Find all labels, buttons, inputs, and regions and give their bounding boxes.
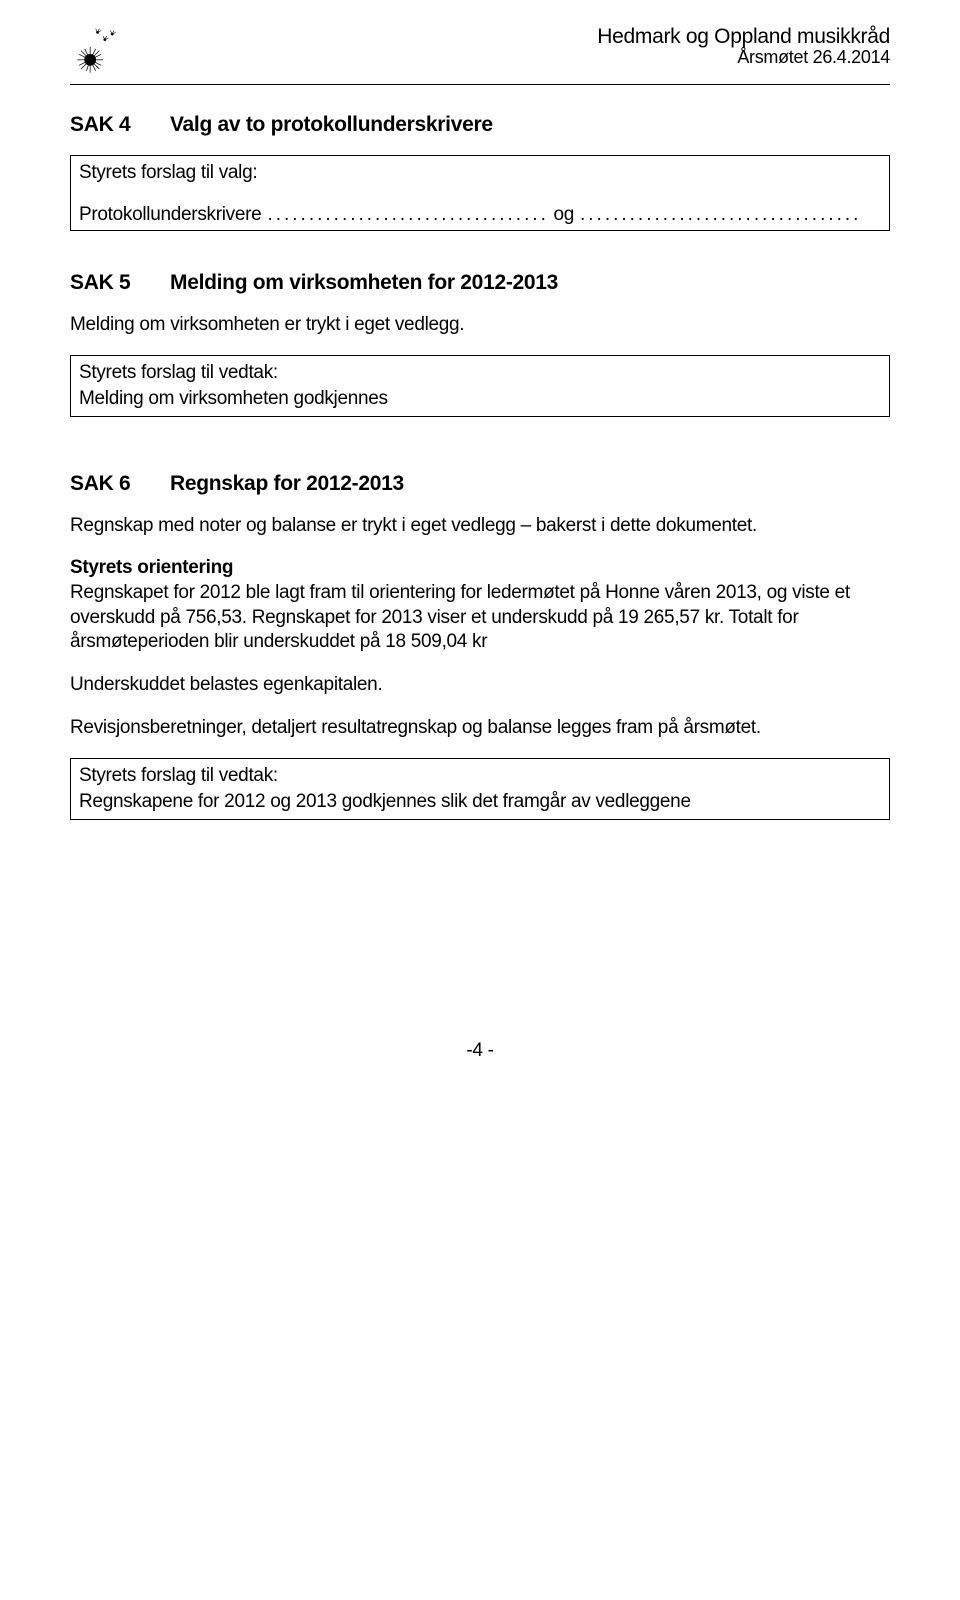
sak6-p4: Revisjonsberetninger, detaljert resultat…: [70, 716, 890, 741]
sak5-title: SAK 5Melding om virksomheten for 2012-20…: [70, 271, 890, 295]
sak6-vedtak-label: Styrets forslag til vedtak:: [79, 763, 881, 789]
page-header: Hedmark og Oppland musikkråd Årsmøtet 26…: [70, 25, 890, 85]
dotted-blank-1: ........................................…: [267, 204, 547, 226]
header-text: Hedmark og Oppland musikkråd Årsmøtet 26…: [135, 25, 890, 68]
sak5-section: SAK 5Melding om virksomheten for 2012-20…: [70, 271, 890, 417]
sak4-signers-row: Protokollunderskrivere .................…: [79, 204, 881, 226]
sak6-vedtak-text: Regnskapene for 2012 og 2013 godkjennes …: [79, 789, 881, 815]
sak6-p3: Underskuddet belastes egenkapitalen.: [70, 673, 890, 698]
sak4-box: Styrets forslag til valg: Protokollunder…: [70, 155, 890, 231]
sak4-title: SAK 4Valg av to protokollunderskrivere: [70, 113, 890, 137]
sak6-p2: Regnskapet for 2012 ble lagt fram til or…: [70, 581, 890, 655]
logo-icon: [70, 25, 125, 80]
sak5-number: SAK 5: [70, 271, 170, 295]
header-org-name: Hedmark og Oppland musikkråd: [135, 25, 890, 49]
sak5-vedtak-label: Styrets forslag til vedtak:: [79, 360, 881, 386]
sak6-section: SAK 6Regnskap for 2012-2013 Regnskap med…: [70, 472, 890, 820]
sak4-number: SAK 4: [70, 113, 170, 137]
sak5-vedtak-text: Melding om virksomheten godkjennes: [79, 386, 881, 412]
sak6-title-text: Regnskap for 2012-2013: [170, 472, 404, 495]
page-number: -4 -: [70, 1040, 890, 1062]
sak5-vedtak-box: Styrets forslag til vedtak: Melding om v…: [70, 355, 890, 416]
header-meeting-date: Årsmøtet 26.4.2014: [135, 47, 890, 68]
sak6-p1: Regnskap med noter og balanse er trykt i…: [70, 514, 890, 539]
dandelion-logo-icon: [70, 25, 125, 80]
sak6-orientation: Styrets orientering Regnskapet for 2012 …: [70, 556, 890, 655]
sak4-intro: Styrets forslag til valg:: [79, 160, 881, 186]
sak5-body: Melding om virksomheten er trykt i eget …: [70, 313, 890, 338]
sak6-title: SAK 6Regnskap for 2012-2013: [70, 472, 890, 496]
sak5-title-text: Melding om virksomheten for 2012-2013: [170, 271, 558, 294]
sak6-number: SAK 6: [70, 472, 170, 496]
sak4-section: SAK 4Valg av to protokollunderskrivere S…: [70, 113, 890, 231]
sak6-orient-label: Styrets orientering: [70, 556, 890, 581]
sak4-row-label: Protokollunderskrivere: [79, 204, 261, 226]
dotted-blank-2: ........................................…: [580, 204, 860, 226]
sak4-row-conj: og: [553, 204, 574, 226]
sak6-vedtak-box: Styrets forslag til vedtak: Regnskapene …: [70, 758, 890, 819]
sak4-title-text: Valg av to protokollunderskrivere: [170, 113, 493, 136]
